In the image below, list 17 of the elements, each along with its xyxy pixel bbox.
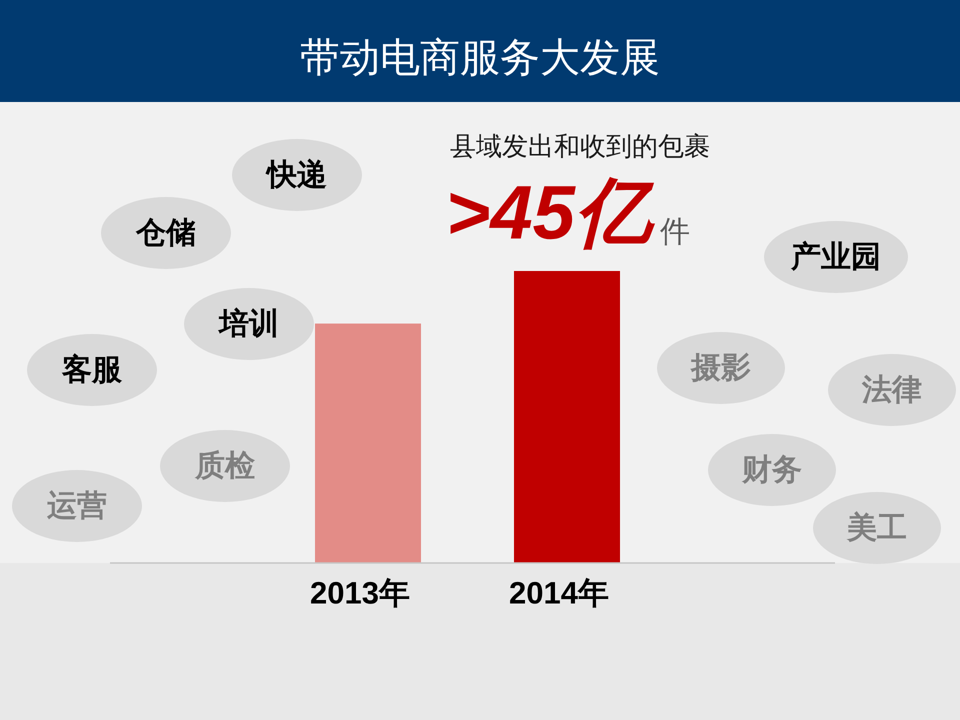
text: 运营 bbox=[46, 490, 107, 522]
x-tick-label: 2013年 bbox=[310, 576, 410, 610]
text: 法律 bbox=[861, 374, 922, 406]
text: 件 bbox=[660, 216, 690, 248]
text: 财务 bbox=[741, 454, 802, 486]
text: 质检 bbox=[194, 450, 256, 482]
x-tick-label: 2014年 bbox=[509, 576, 609, 610]
chart-title: 带动电商服务大发展 bbox=[300, 36, 660, 80]
text: >45亿 bbox=[446, 170, 656, 256]
text: 客服 bbox=[61, 352, 123, 386]
annotation: 培训 bbox=[217, 306, 279, 340]
text: 美工 bbox=[846, 510, 907, 544]
text: 摄影 bbox=[690, 352, 751, 384]
text: 县域发出和收到的包裹 bbox=[450, 131, 710, 161]
text: 仓储 bbox=[135, 216, 196, 250]
text: 快递 bbox=[265, 158, 327, 192]
text: 产业园 bbox=[790, 240, 881, 274]
